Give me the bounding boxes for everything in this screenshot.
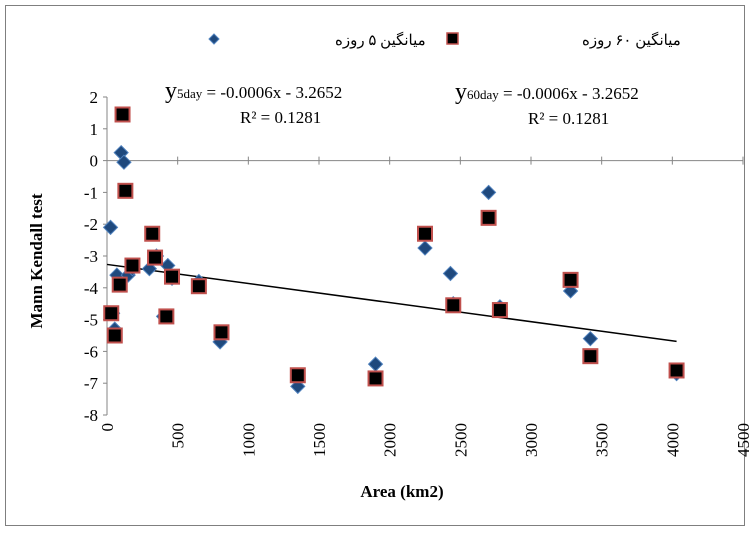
x-tick-label: 2000 — [381, 423, 400, 457]
point-5day — [480, 184, 497, 201]
point-5day — [102, 219, 119, 236]
point-60day — [158, 308, 175, 325]
x-axis-title: Area (km2) — [360, 482, 443, 501]
point-60day — [144, 225, 161, 242]
y-tick-label: -2 — [84, 215, 98, 234]
legend: میانگین ۵ روزه میانگین ۶۰ روزه — [208, 31, 681, 49]
legend-item-60day: میانگین ۶۰ روزه — [446, 31, 681, 49]
point-5day — [417, 240, 433, 256]
point-60day — [445, 297, 462, 314]
equation-60day: y60day = -0.0006x - 3.2652 R² = 0.1281 — [455, 79, 639, 128]
y-tick-label: -8 — [84, 406, 98, 425]
x-tick-label: 1000 — [239, 423, 258, 457]
equation-5day-line: y5day = -0.0006x - 3.2652 — [165, 78, 342, 104]
point-60day — [147, 249, 164, 266]
y-tick-label: 1 — [90, 120, 99, 139]
y-tick-label: -3 — [84, 247, 98, 266]
x-tick-label: 3500 — [593, 423, 612, 457]
r2-5day: R² = 0.1281 — [240, 108, 321, 127]
r2-60day: R² = 0.1281 — [528, 109, 609, 128]
equation-60day-line: y60day = -0.0006x - 3.2652 — [455, 79, 639, 105]
y-tick-label: -7 — [84, 374, 99, 393]
x-tick-label: 500 — [169, 423, 188, 449]
point-60day — [124, 257, 141, 274]
point-5day — [442, 265, 459, 282]
point-60day — [111, 276, 128, 293]
point-60day — [114, 106, 131, 123]
point-60day — [103, 305, 120, 322]
point-60day — [562, 271, 579, 288]
point-60day — [480, 209, 497, 226]
axes — [103, 96, 744, 416]
y-tick-label: -5 — [84, 311, 98, 330]
equation-5day: y5day = -0.0006x - 3.2652 R² = 0.1281 — [165, 78, 342, 127]
y-tick-labels: 2 1 0 -1 -2 -3 -4 -5 -6 -7 -8 — [84, 88, 99, 425]
y-tick-label: 2 — [90, 88, 99, 107]
points-layer — [102, 106, 685, 395]
point-60day — [582, 348, 599, 365]
x-tick-label: 3000 — [522, 423, 541, 457]
x-tick-label: 4500 — [734, 423, 752, 457]
point-60day — [491, 302, 508, 319]
legend-label-60day: میانگین ۶۰ روزه — [582, 31, 681, 49]
point-60day — [417, 225, 433, 242]
point-5day — [582, 330, 599, 347]
point-60day — [289, 367, 306, 384]
legend-diamond-icon — [208, 33, 220, 45]
legend-item-5day: میانگین ۵ روزه — [208, 31, 426, 49]
point-5day — [116, 154, 132, 170]
legend-label-5day: میانگین ۵ روزه — [335, 31, 426, 49]
point-60day — [668, 362, 685, 379]
y-tick-label: -6 — [84, 342, 98, 361]
y-tick-label: -4 — [84, 279, 99, 298]
point-60day — [213, 324, 230, 341]
legend-square-icon — [446, 32, 459, 45]
point-60day — [106, 327, 123, 344]
x-tick-label: 4000 — [663, 423, 682, 457]
point-60day — [190, 278, 207, 295]
y-tick-label: -1 — [84, 183, 98, 202]
x-tick-label: 0 — [98, 423, 117, 432]
x-tick-label: 2500 — [451, 423, 470, 457]
y-axis-title: Mann Kendall test — [27, 193, 46, 328]
y-tick-label: 0 — [90, 152, 99, 171]
point-60day — [117, 182, 134, 199]
x-tick-label: 1500 — [310, 423, 329, 457]
point-60day — [367, 370, 384, 387]
x-tick-labels: 0 500 1000 1500 2000 2500 3000 3500 4000 4500 — [98, 423, 752, 457]
point-60day — [164, 268, 181, 285]
